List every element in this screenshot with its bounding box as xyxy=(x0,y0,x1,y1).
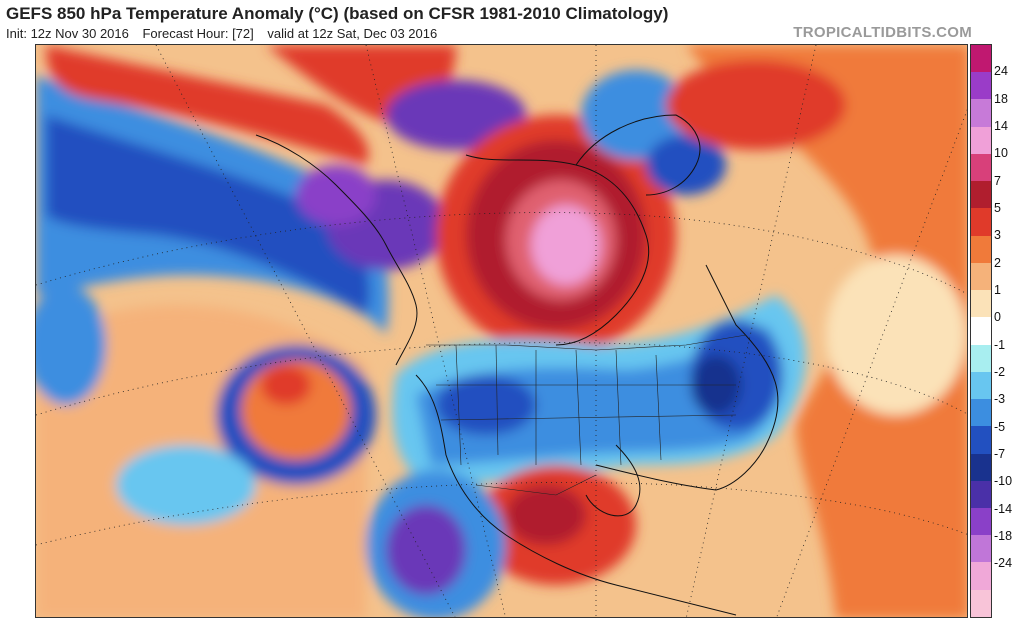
graticule xyxy=(36,45,967,617)
colorbar-swatch xyxy=(971,317,991,345)
colorbar-tick-label: 18 xyxy=(994,91,1008,106)
colorbar-swatch xyxy=(971,72,991,100)
map-title: GEFS 850 hPa Temperature Anomaly (°C) (b… xyxy=(6,4,669,23)
colorbar-swatch xyxy=(971,235,991,263)
colorbar-swatch xyxy=(971,562,991,590)
coastlines xyxy=(255,114,779,616)
colorbar-tick-label: 14 xyxy=(994,119,1008,133)
colorbar-tick-label: -7 xyxy=(994,447,1006,461)
colorbar-tick-label: -14 xyxy=(994,501,1013,516)
colorbar-swatch xyxy=(971,153,991,182)
colorbar-swatch xyxy=(971,535,991,563)
map-canvas xyxy=(36,45,967,617)
colorbar-swatch xyxy=(971,262,991,291)
colorbar-labels: 24 18 14 10 7 5 3 2 1 0 -1 -2 -3 -5 -7 -10 -14 -18 -24 xyxy=(994,44,1024,618)
map-subtitle: Init: 12z Nov 30 2016 Forecast Hour: [72… xyxy=(6,26,447,41)
colorbar-swatch xyxy=(971,480,991,508)
colorbar-swatch xyxy=(971,453,991,481)
colorbar-tick-label: 0 xyxy=(994,310,1001,325)
colorbar-swatch xyxy=(971,371,991,400)
colorbar-swatch xyxy=(971,99,991,127)
colorbar-tick-label: -2 xyxy=(994,365,1006,379)
colorbar-swatch xyxy=(971,399,991,427)
colorbar-tick-label: 10 xyxy=(994,146,1008,161)
colorbar-swatch xyxy=(971,426,991,454)
colorbar-swatch xyxy=(971,589,991,617)
site-credit: TROPICALTIDBITS.COM xyxy=(793,24,972,41)
colorbar-tick-label: -10 xyxy=(994,474,1013,489)
colorbar-swatch xyxy=(971,45,991,73)
colorbar-swatch xyxy=(971,507,991,536)
colorbar-tick-label: 7 xyxy=(994,173,1001,188)
temperature-anomaly-map xyxy=(35,44,968,618)
colorbar-tick-label: -24 xyxy=(994,556,1013,571)
colorbar-tick-label: 1 xyxy=(994,283,1001,297)
colorbar-tick-label: 24 xyxy=(994,64,1008,79)
anomaly-colorbar xyxy=(970,44,992,618)
colorbar-tick-label: -1 xyxy=(994,337,1006,352)
colorbar-swatch xyxy=(971,181,991,209)
colorbar-swatch xyxy=(971,126,991,154)
colorbar-tick-label: -5 xyxy=(994,419,1006,434)
colorbar-tick-label: -3 xyxy=(994,392,1006,407)
init-time: Init: 12z Nov 30 2016 xyxy=(6,26,129,41)
colorbar-tick-label: -18 xyxy=(994,529,1013,543)
forecast-hour: Forecast Hour: [72] xyxy=(142,26,254,41)
valid-time: valid at 12z Sat, Dec 03 2016 xyxy=(267,26,438,41)
colorbar-swatch xyxy=(971,208,991,236)
colorbar-tick-label: 2 xyxy=(994,255,1001,270)
colorbar-tick-label: 5 xyxy=(994,201,1001,215)
colorbar-tick-label: 3 xyxy=(994,228,1001,243)
political-borders xyxy=(426,334,747,496)
colorbar-swatch xyxy=(971,290,991,318)
colorbar-swatch xyxy=(971,344,991,372)
